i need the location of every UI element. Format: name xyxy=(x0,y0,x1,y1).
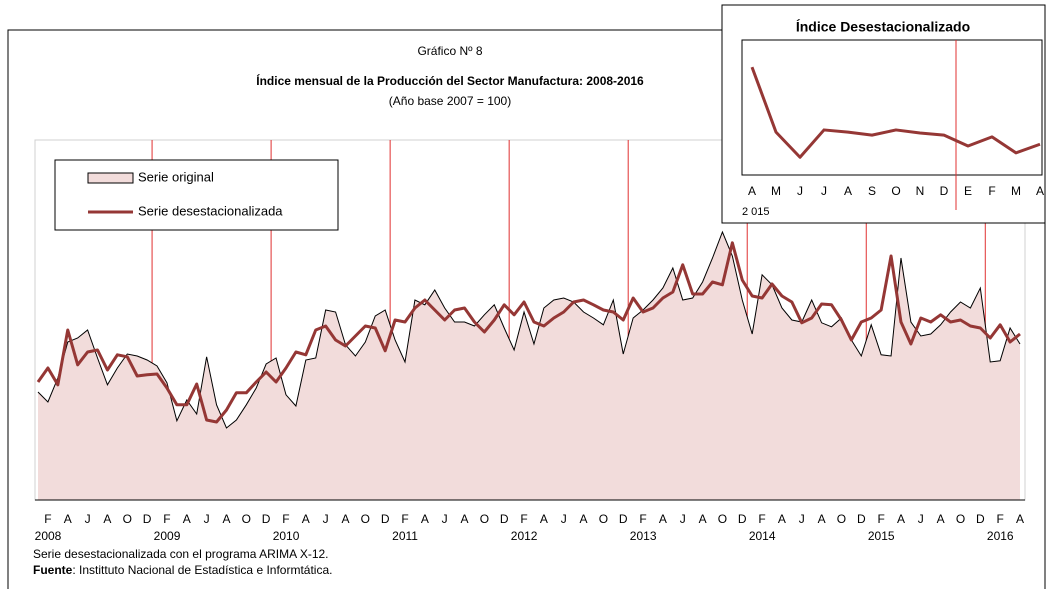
legend xyxy=(54,159,339,231)
x-tick-label: A xyxy=(818,512,826,526)
note: Serie desestacionalizada con el programa… xyxy=(33,547,329,561)
x-tick-label: O xyxy=(599,512,608,526)
x-tick-label: J xyxy=(797,184,803,198)
source-text: : Instittuto Nacional de Estadística e I… xyxy=(72,563,332,577)
x-tick-label: F xyxy=(758,512,765,526)
year-label: 2010 xyxy=(273,529,300,543)
area xyxy=(38,232,1020,500)
x-tick-label: J xyxy=(799,512,805,526)
source-label: Fuente xyxy=(33,563,73,577)
x-tick-label: A xyxy=(844,184,852,198)
x-tick-label: J xyxy=(561,512,567,526)
x-tick-label: E xyxy=(964,184,972,198)
inset-title: Índice Desestacionalizado xyxy=(796,19,970,35)
line xyxy=(36,241,1021,424)
x-tick-label: O xyxy=(837,512,846,526)
x-tick-label: J xyxy=(442,512,448,526)
x-tick-label: M xyxy=(1011,184,1021,198)
year-label: 2009 xyxy=(154,529,181,543)
x-tick-label: O xyxy=(956,512,965,526)
x-tick-label: O xyxy=(123,512,132,526)
inset-plot: A M J J A S O N D E F M A 2 015 xyxy=(742,40,1044,218)
x-tick-label: D xyxy=(619,512,628,526)
x-tick-label: M xyxy=(771,184,781,198)
x-tick-label: A xyxy=(699,512,707,526)
x-tick-label: J xyxy=(204,512,210,526)
x-tick-label: O xyxy=(718,512,727,526)
x-tick-label: J xyxy=(323,512,329,526)
x-tick-label: J xyxy=(821,184,827,198)
x-tick-label: D xyxy=(381,512,390,526)
chart-title: Índice mensual de la Producción del Sect… xyxy=(256,73,644,88)
x-tick-label: A xyxy=(659,512,667,526)
legend-label: Serie original xyxy=(138,169,214,184)
x-tick-label: A xyxy=(421,512,429,526)
x-tick-label: D xyxy=(143,512,152,526)
x-tick-label: F xyxy=(877,512,884,526)
x-tick-label: O xyxy=(361,512,370,526)
chart-label: Gráfico Nº 8 xyxy=(417,44,482,58)
legend-items: Serie original Serie desestacionalizada xyxy=(87,169,283,218)
source: Fuente: Instittuto Nacional de Estadísti… xyxy=(33,563,332,577)
x-tick-label: A xyxy=(1016,512,1024,526)
x-tick-label: A xyxy=(897,512,905,526)
x-tick-label: A xyxy=(302,512,310,526)
x-tick-label: F xyxy=(44,512,51,526)
x-tick-label: D xyxy=(738,512,747,526)
x-tick-label: A xyxy=(341,512,349,526)
x-tick-label: A xyxy=(461,512,469,526)
x-tick-label: A xyxy=(1036,184,1044,198)
x-tick-label: F xyxy=(996,512,1003,526)
x-tick-label: A xyxy=(748,184,756,198)
x-tick-label: S xyxy=(868,184,876,198)
x-tick-label: F xyxy=(988,184,995,198)
x-tick-label: A xyxy=(183,512,191,526)
year-label: 2012 xyxy=(511,529,538,543)
x-tick-label: A xyxy=(103,512,111,526)
x-tick-label: D xyxy=(976,512,985,526)
year-label: 2016 xyxy=(987,529,1014,543)
x-tick-label: A xyxy=(64,512,72,526)
year-label: 2008 xyxy=(35,529,62,543)
x-tick-label: F xyxy=(163,512,170,526)
x-tick-label: O xyxy=(242,512,251,526)
x-tick-label: O xyxy=(891,184,900,198)
legend-swatch xyxy=(87,172,134,184)
chart-subtitle: (Año base 2007 = 100) xyxy=(389,94,511,108)
x-tick-label: J xyxy=(680,512,686,526)
x-tick-label: D xyxy=(262,512,271,526)
x-tick-label: A xyxy=(937,512,945,526)
x-tick-label: D xyxy=(500,512,509,526)
x-tick-label: A xyxy=(222,512,230,526)
x-tick-label: F xyxy=(639,512,646,526)
line xyxy=(750,66,1041,159)
x-tick-label: F xyxy=(282,512,289,526)
legend-label: Serie desestacionalizada xyxy=(138,203,283,218)
x-tick-label: A xyxy=(778,512,786,526)
x-tick-label: J xyxy=(85,512,91,526)
x-tick-label: O xyxy=(480,512,489,526)
year-label: 2014 xyxy=(749,529,776,543)
x-tick-label: N xyxy=(916,184,925,198)
area-outline xyxy=(37,230,1021,429)
inset-plot-frame xyxy=(741,39,1043,176)
year-label: 2015 xyxy=(868,529,895,543)
x-tick-label: A xyxy=(580,512,588,526)
x-tick-label: F xyxy=(520,512,527,526)
x-tick-label: D xyxy=(857,512,866,526)
x-tick-label: F xyxy=(401,512,408,526)
year-label: 2011 xyxy=(392,529,418,543)
x-tick-label: A xyxy=(540,512,548,526)
x-tick-label: J xyxy=(918,512,924,526)
year-label: 2 015 xyxy=(742,206,770,218)
x-tick-label: D xyxy=(940,184,949,198)
year-label: 2013 xyxy=(630,529,657,543)
